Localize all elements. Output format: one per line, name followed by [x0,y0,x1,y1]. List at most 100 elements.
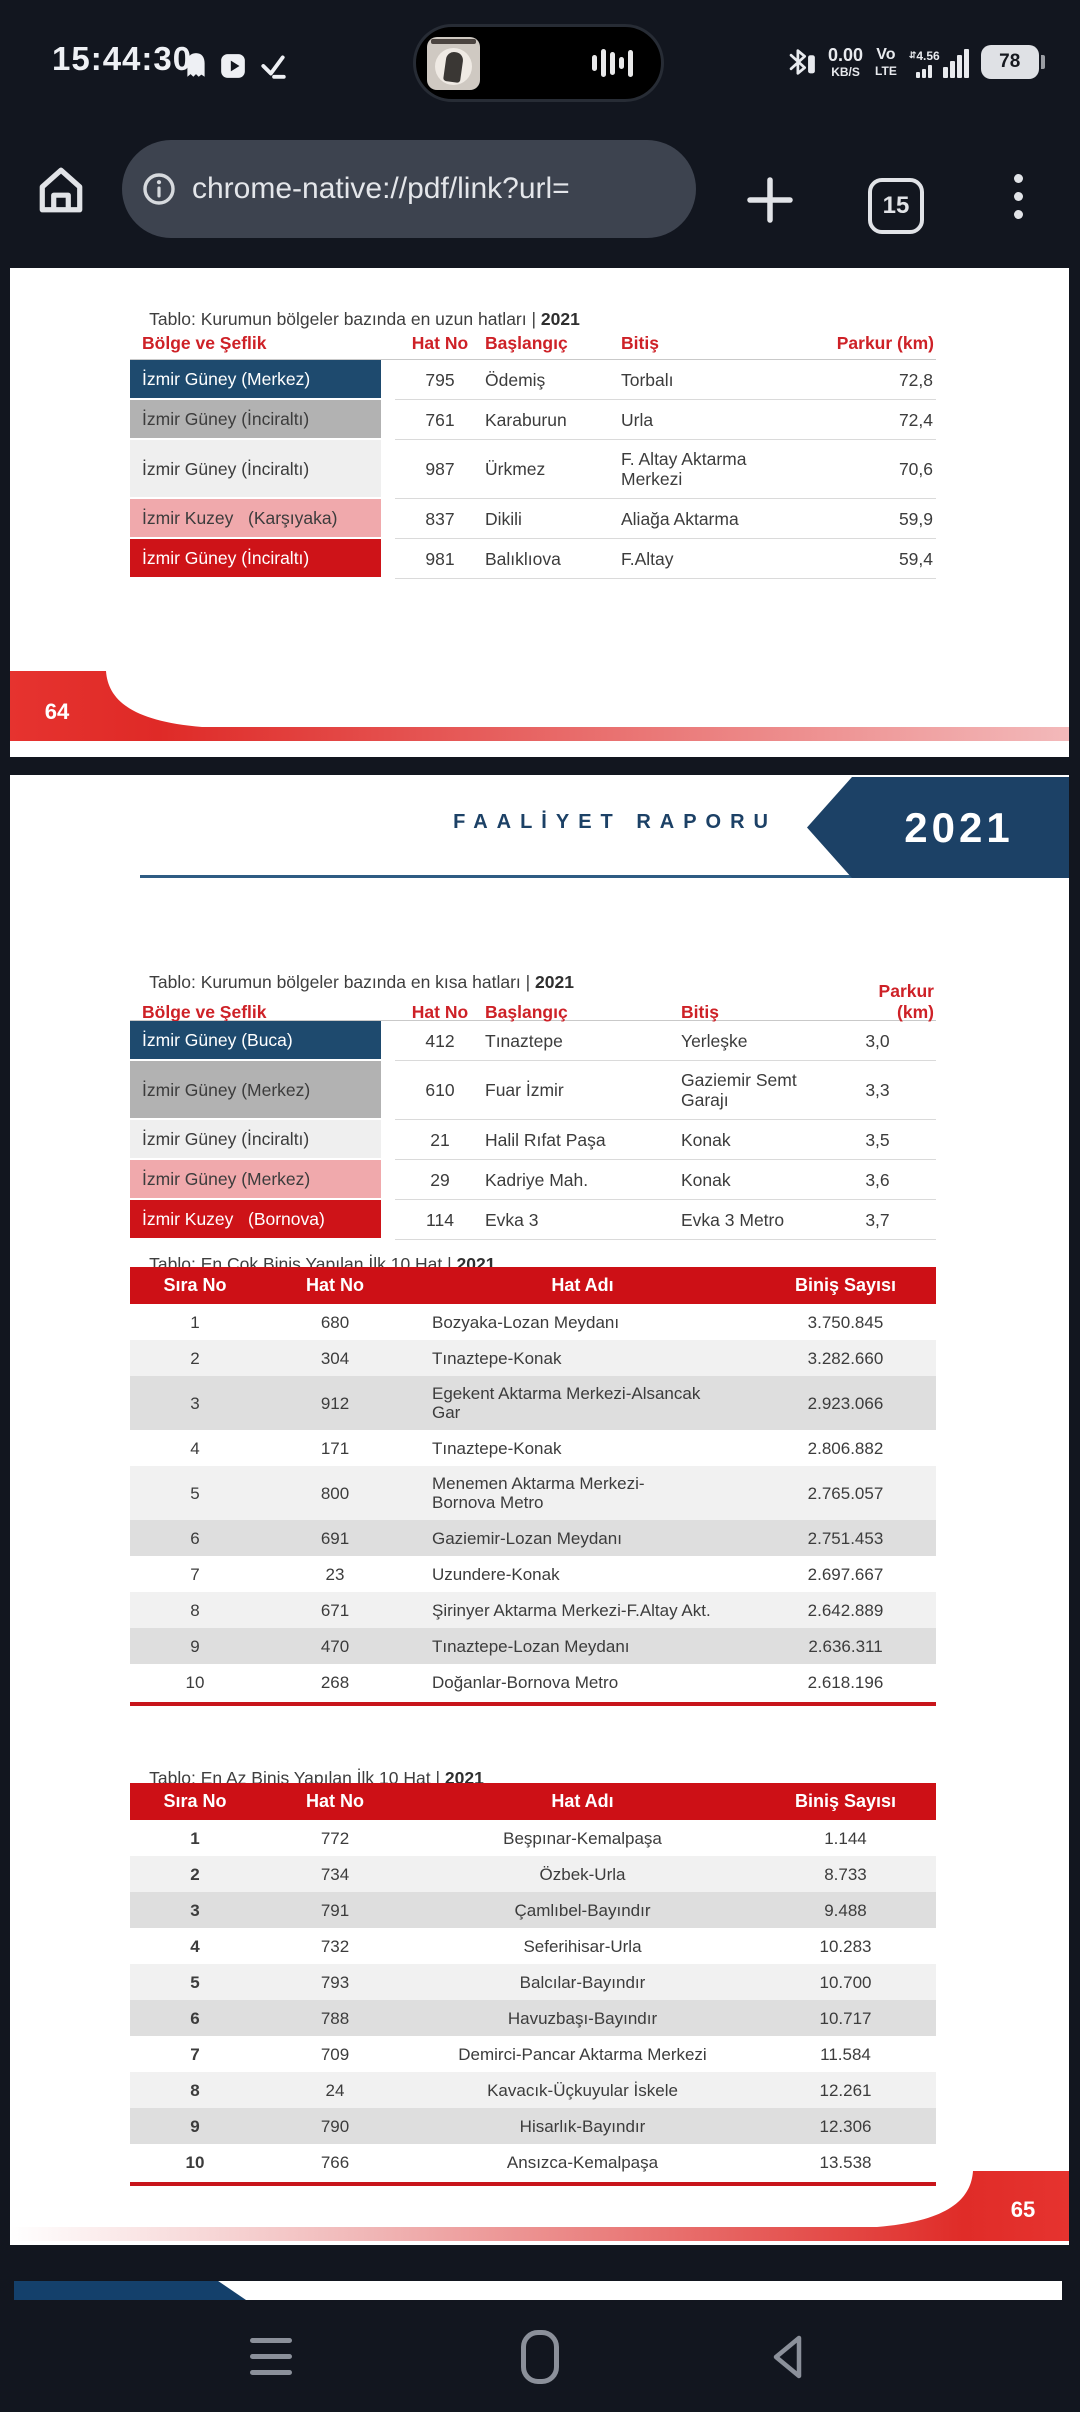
pdf-page-65: FAALİYET RAPORU 2021 Tablo: Kurumun bölg… [10,775,1069,2245]
column-header: Sıra No [163,1791,227,1811]
boarding-count-cell: 2.751.453 [807,1528,884,1548]
end-cell: F.Altay [621,539,831,579]
report-title: FAALİYET RAPORU [453,811,777,833]
hat-no-cell: 800 [320,1483,350,1503]
new-tab-button[interactable] [742,172,798,228]
region-cell: İzmir Güney (İnciraltı) [130,539,395,579]
end-cell: Yerleşke [681,1021,841,1061]
line-name-cell: Beşpınar-Kemalpaşa [503,1828,662,1848]
rank-cell: 4 [190,1438,200,1458]
line-name-cell: Egekent Aktarma Merkezi-Alsancak Gar [432,1384,701,1422]
boarding-count-cell: 13.538 [819,2152,872,2172]
music-player-pill[interactable] [413,24,664,102]
table-row: 8 671 Şirinyer Aktarma Merkezi-F.Altay Akt… [130,1592,936,1628]
hat-no-cell: 790 [320,2116,350,2136]
table-row: 7 709 Demirci-Pancar Aktarma Merkezi 11.584 [130,2036,936,2072]
table-row: İzmir Güney (İnciraltı) 21 Halil Rıfat Paş… [130,1120,936,1160]
table-row: İzmir Kuzey (Bornova) 114 Evka 3 Evka 3 Met… [130,1200,936,1240]
end-cell: F. Altay Aktarma Merkezi [621,440,831,499]
home-button[interactable] [36,164,86,216]
rank-cell: 7 [190,2044,200,2064]
hat-no-cell: 795 [395,360,485,400]
back-button[interactable] [768,2332,808,2382]
line-name-cell: Demirci-Pancar Aktarma Merkezi [458,2044,707,2064]
line-name-cell: Kavacık-Üçkuyular İskele [487,2080,678,2100]
table-row: 1 680 Bozyaka-Lozan Meydanı 3.750.845 [130,1304,936,1340]
line-name-cell: Doğanlar-Bornova Metro [432,1672,619,1692]
hat-no-cell: 987 [395,440,485,499]
url-text: chrome-native://pdf/link?url= [192,172,570,205]
line-name-cell: Ansızca-Kemalpaşa [506,2152,659,2172]
column-header: Biniş Sayısı [794,1791,897,1811]
region-cell: İzmir Güney (Merkez) [130,1061,395,1120]
boarding-count-cell: 2.923.066 [807,1393,884,1413]
table-title: Tablo: Kurumun bölgeler bazında en uzun … [149,309,580,329]
hat-no-cell: 734 [320,1864,350,1884]
menu-button[interactable] [1014,174,1023,219]
pdf-next-page-edge [14,2281,1062,2300]
table-row: İzmir Güney (Merkez) 795 Ödemiş Torbalı 72,8 [130,360,936,400]
region-cell: İzmir Güney (İnciraltı) [130,440,395,499]
header-divider [140,875,1069,878]
km-cell: 72,4 [831,400,936,440]
start-cell: Ürkmez [485,440,621,499]
hat-no-cell: 23 [325,1564,345,1584]
boarding-count-cell: 10.717 [819,2008,872,2028]
hat-no-cell: 788 [320,2008,350,2028]
url-bar[interactable]: chrome-native://pdf/link?url= [122,140,696,238]
hat-no-cell: 21 [395,1120,485,1160]
column-header: Parkur (km) [878,981,934,1022]
line-name-cell: Şirinyer Aktarma Merkezi-F.Altay Akt. [432,1600,711,1620]
start-cell: Ödemiş [485,360,621,400]
table-row: 5 800 Menemen Aktarma Merkezi- Bornova Met… [130,1466,936,1520]
rank-cell: 4 [190,1936,200,1956]
hat-no-cell: 691 [320,1528,350,1548]
home-nav-button[interactable] [521,2330,559,2384]
hat-no-cell: 470 [320,1636,350,1656]
page-info-icon[interactable] [142,172,176,206]
start-cell: Fuar İzmir [485,1061,681,1120]
table-row: 6 788 Havuzbaşı-Bayındır 10.717 [130,2000,936,2036]
hat-no-cell: 24 [325,2080,345,2100]
rank-cell: 10 [185,1672,205,1692]
hat-no-cell: 268 [320,1672,350,1692]
signal-strength-icon: ⇵ 4.56 [909,47,969,78]
rank-cell: 2 [190,1348,200,1368]
line-name-cell: Uzundere-Konak [432,1564,560,1584]
recents-button[interactable] [250,2338,292,2375]
header-chevron-shape [14,2281,246,2300]
video-play-notification-icon [221,54,245,78]
line-name-cell: Havuzbaşı-Bayındır [507,2008,658,2028]
table-row: İzmir Güney (Buca) 412 Tınaztepe Yerleşke 3,… [130,1021,936,1061]
boarding-count-cell: 2.697.667 [807,1564,884,1584]
start-cell: Tınaztepe [485,1021,681,1061]
hat-no-cell: 791 [320,1900,350,1920]
page-number: 65 [1011,2197,1035,2222]
column-header: Hat No [411,333,469,353]
start-cell: Dikili [485,499,621,539]
table-row: İzmir Güney (Merkez) 610 Fuar İzmir Gaziemi… [130,1061,936,1120]
hat-no-cell: 837 [395,499,485,539]
table-row: 2 734 Özbek-Urla 8.733 [130,1856,936,1892]
tasks-check-notification-icon [261,55,286,79]
column-header: Parkur (km) [836,333,934,353]
column-header: Bölge ve Şeflik [142,1002,267,1022]
audio-waveform-icon [592,27,633,99]
start-cell: Balıklıova [485,539,621,579]
km-cell: 59,9 [831,499,936,539]
rank-cell: 8 [190,2080,200,2100]
tab-switcher-button[interactable]: 15 [868,178,924,234]
table-row: 2 304 Tınaztepe-Konak 3.282.660 [130,1340,936,1376]
status-time: 15:44:30 [52,40,193,77]
end-cell: Konak [681,1120,841,1160]
table-title: Tablo: Kurumun bölgeler bazında en kısa … [149,972,574,992]
line-name-cell: Tınaztepe-Konak [432,1348,562,1368]
start-cell: Evka 3 [485,1200,681,1240]
column-header: Başlangıç [485,333,568,353]
region-cell: İzmir Kuzey (Bornova) [130,1200,395,1240]
region-cell: İzmir Kuzey (Karşıyaka) [130,499,395,539]
start-cell: Kadriye Mah. [485,1160,681,1200]
line-name-cell: Hisarlık-Bayındır [519,2116,646,2136]
column-header: Hat No [306,1275,364,1295]
line-name-cell: Balcılar-Bayındır [519,1972,646,1992]
